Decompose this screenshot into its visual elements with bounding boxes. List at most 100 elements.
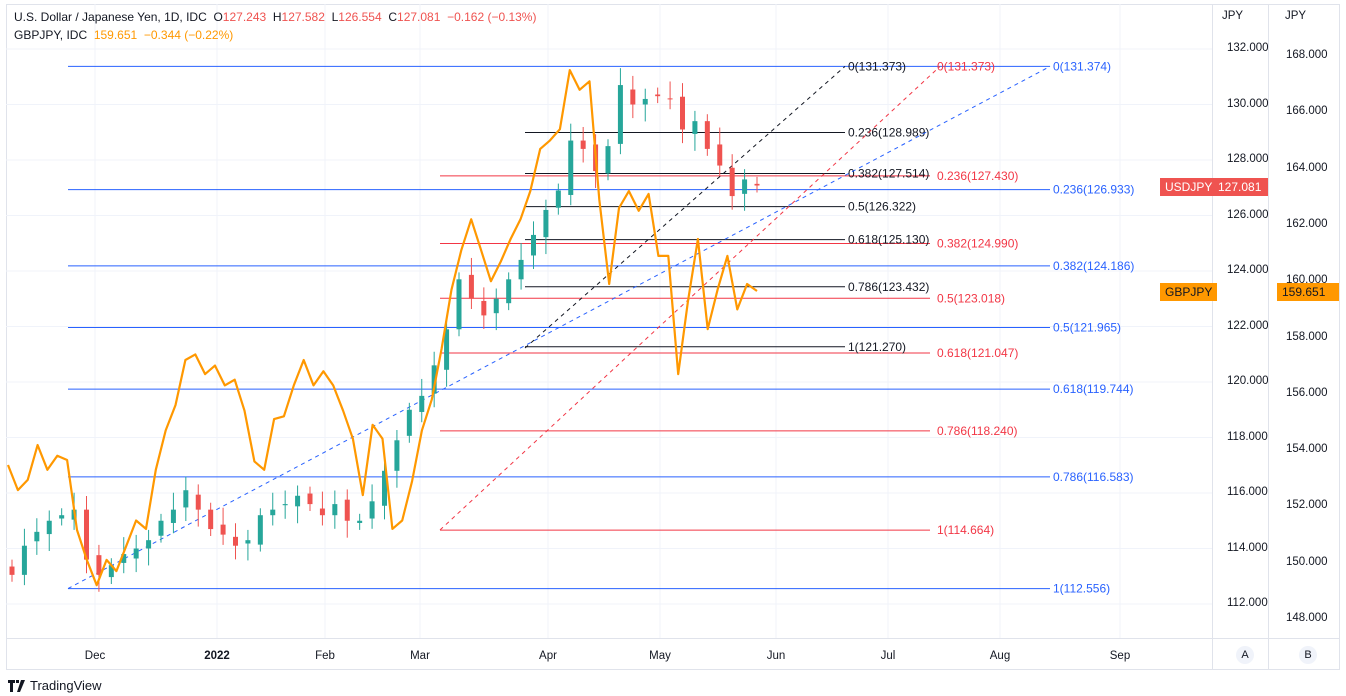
usdjpy-tick-label: 112.000 [1227, 597, 1268, 609]
candle [617, 68, 623, 155]
tradingview-logo[interactable]: TradingView [8, 678, 102, 693]
candle-body [195, 494, 201, 510]
candle [754, 176, 760, 193]
fib-level-label: 1(121.270) [848, 340, 906, 354]
candle-body [555, 190, 561, 208]
fib-level-label: 0.5(121.965) [1053, 320, 1121, 334]
candle [9, 559, 15, 582]
time-tick-label: May [649, 650, 671, 662]
candle-body [642, 98, 648, 105]
fib-level-label: 0.236(128.989) [848, 126, 929, 140]
candle [245, 529, 251, 561]
chart-frame [6, 4, 1340, 670]
usdjpy-tick-label: 118.000 [1227, 430, 1268, 443]
close-label: C [388, 10, 398, 24]
candle [46, 510, 52, 551]
candle [295, 485, 301, 524]
candle-body [444, 329, 450, 370]
candle-body [21, 545, 27, 575]
time-tick-label: Feb [315, 650, 335, 662]
usdjpy-tick-label: 130.000 [1227, 97, 1269, 110]
candle-body [270, 509, 276, 516]
candle-body [319, 508, 325, 516]
candle-body [34, 531, 40, 542]
candle [531, 221, 536, 270]
candle [382, 457, 387, 520]
candle [208, 502, 214, 537]
candle-body [9, 566, 15, 575]
candle-body [605, 146, 611, 174]
candle [96, 544, 102, 592]
candle [332, 490, 338, 529]
candle-body [282, 504, 288, 506]
candle [667, 81, 673, 110]
time-tick-label: Dec [84, 650, 106, 662]
gbpjpy-tick-label: 160.000 [1286, 274, 1328, 287]
gbpjpy-tick-label: 162.000 [1286, 217, 1328, 230]
candle-body [382, 470, 387, 506]
candle [680, 83, 685, 144]
candle [158, 513, 164, 543]
candle [729, 154, 735, 210]
candle [21, 528, 27, 586]
auto-scale-button[interactable]: A [1236, 646, 1254, 664]
gbpjpy-line [6, 68, 758, 587]
time-tick-label: Jul [880, 650, 896, 662]
candle-body [531, 234, 536, 256]
candle-body [580, 140, 586, 149]
candle [257, 508, 263, 552]
low-label: L [331, 10, 339, 24]
candle-body [406, 409, 412, 436]
gbpjpy-tick-label: 152.000 [1286, 499, 1328, 512]
candle-body [257, 515, 263, 545]
fib-level-label: 0.618(119.744) [1053, 382, 1134, 396]
open-label: O [213, 10, 223, 24]
usdjpy-tick-label: 132.000 [1227, 42, 1269, 54]
fib-level-label: 0.5(126.322) [848, 200, 916, 214]
scale-b-button[interactable]: B [1299, 646, 1317, 664]
candle-body [729, 167, 735, 197]
fib-level-label: 0.618(125.130) [848, 233, 929, 247]
candle [742, 169, 748, 211]
fib-level-label: 0.786(118.240) [937, 424, 1018, 438]
candle-body [717, 144, 723, 166]
candle [493, 288, 499, 331]
usdjpy-tick-label: 120.000 [1227, 375, 1269, 387]
candle-body [506, 279, 512, 304]
candle-body [468, 274, 474, 299]
candle-body [170, 509, 176, 523]
candle [655, 87, 661, 104]
candle [481, 287, 487, 329]
candle-body [655, 94, 661, 97]
candle-body [158, 520, 164, 536]
candle [59, 508, 65, 526]
candle [692, 110, 698, 151]
candle [369, 484, 375, 529]
candle [419, 378, 425, 423]
gbpjpy-tick-label: 148.000 [1286, 612, 1328, 624]
candle [282, 490, 288, 519]
candle-body [518, 259, 524, 280]
usdjpy-price-badge: 127.081 [1213, 178, 1268, 196]
chart-plot-area[interactable]: 0(131.374) 0.236(126.933) 0.382(124.186) 0.… [0, 0, 1212, 640]
candle-body [754, 183, 760, 186]
usdjpy-tick-label: 128.000 [1227, 153, 1269, 165]
candle [406, 402, 412, 443]
candle-body [493, 298, 499, 314]
gbpjpy-tick-label: 154.000 [1286, 443, 1328, 456]
candle-body [146, 540, 152, 549]
time-tick-label: Sep [1109, 650, 1131, 662]
tradingview-logo-icon [8, 679, 25, 692]
candle [555, 183, 561, 215]
candle-body [133, 548, 139, 559]
fib-level-label: 0(131.373) [937, 59, 995, 73]
series2-title: GBPJPY, IDC [14, 28, 88, 42]
fib-level-label: 0.786(116.583) [1053, 470, 1134, 484]
candle [220, 507, 226, 545]
candle-body [233, 536, 238, 546]
fib-level-label: 1(114.664) [937, 523, 994, 537]
axis-divider [6, 638, 1340, 639]
candle [605, 139, 611, 181]
candle [170, 492, 176, 534]
legend-usdjpy: U.S. Dollar / Japanese Yen, 1D, IDC O127… [14, 10, 536, 24]
